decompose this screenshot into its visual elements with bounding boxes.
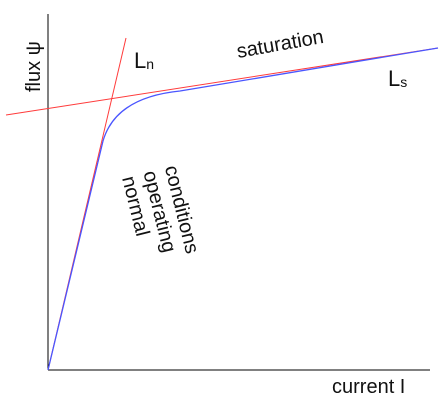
ln-label-sub: n	[146, 56, 154, 72]
ls-label: Ls	[388, 66, 407, 91]
saturation-inductance-line	[5, 47, 439, 116]
ln-label-main: L	[134, 48, 146, 73]
normal-operating-label: normal operating conditions	[117, 163, 203, 256]
ln-label: Ln	[134, 48, 154, 73]
magnetization-curve	[47, 47, 439, 371]
saturation-label: saturation	[235, 26, 325, 63]
ls-label-main: L	[388, 66, 400, 91]
ls-label-sub: s	[400, 74, 407, 90]
x-axis-label: current I	[332, 376, 405, 397]
y-axis-label: flux ψ	[23, 41, 45, 92]
